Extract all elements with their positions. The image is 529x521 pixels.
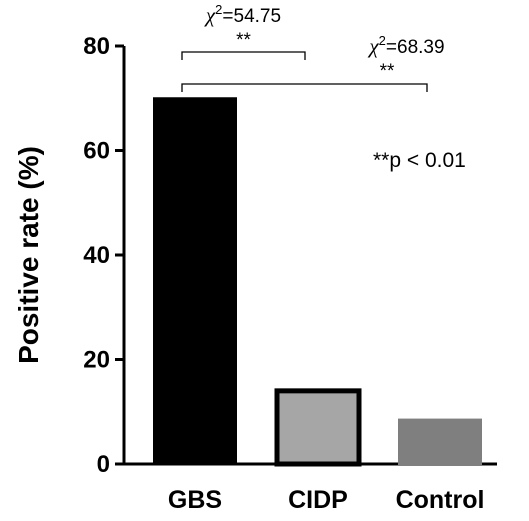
chi-square-label: χ2=68.39 [367, 33, 444, 58]
chi-value: =68.39 [386, 37, 445, 58]
comparison-brackets: χ2=54.75** χ2=68.39** [181, 2, 445, 92]
chi-value: =54.75 [222, 6, 281, 27]
comparison-bracket [181, 83, 428, 92]
y-tick-label: 40 [83, 242, 110, 269]
significance-stars: ** [236, 30, 251, 51]
chi-superscript: 2 [379, 33, 386, 48]
y-axis-title: Positive rate (%) [13, 146, 44, 364]
y-tick-label: 0 [97, 451, 110, 478]
comparison-bracket [181, 51, 306, 60]
y-tick-label: 60 [83, 138, 110, 165]
bar-cidp [274, 388, 362, 467]
x-tick-label-gbs: GBS [168, 486, 222, 514]
bar-control [398, 418, 482, 465]
y-tick-label: 80 [83, 33, 110, 60]
x-tick-labels: GBS CIDP Control [168, 486, 485, 514]
bar-gbs [153, 97, 237, 465]
chi-symbol: χ [367, 34, 379, 58]
chi-superscript: 2 [215, 2, 222, 17]
significance-note: **p < 0.01 [373, 149, 466, 172]
y-ticks: 0 20 40 60 80 [83, 33, 124, 478]
chi-square-label: χ2=54.75 [204, 2, 281, 27]
y-tick-label: 20 [83, 347, 110, 374]
chi-symbol: χ [204, 3, 216, 27]
x-tick-label-cidp: CIDP [288, 486, 348, 514]
x-tick-label-control: Control [396, 486, 485, 514]
bars [153, 97, 482, 467]
significance-stars: ** [380, 61, 395, 82]
